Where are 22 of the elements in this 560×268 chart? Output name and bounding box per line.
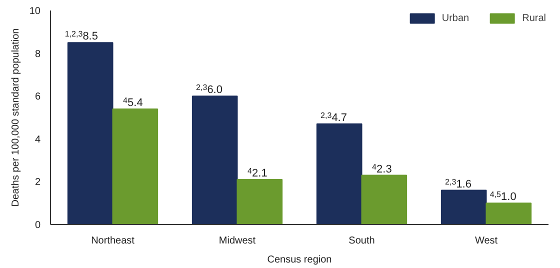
x-axis-title: Census region (267, 254, 332, 266)
y-tick-label: 6 (34, 92, 41, 103)
y-tick-label: 8 (34, 48, 41, 60)
legend-label: Urban (442, 12, 470, 24)
y-tick-label: 2 (34, 177, 41, 188)
bar (486, 202, 532, 224)
x-tick-label: West (474, 236, 498, 246)
y-tick-label: 0 (34, 220, 41, 231)
legend-label: Rural (522, 12, 546, 24)
x-tick-label: Northeast (91, 236, 135, 246)
y-axis-title: Deaths per 100,000 standard population (10, 28, 22, 207)
bar (361, 174, 408, 224)
bar (440, 190, 487, 224)
x-tick-label: Midwest (218, 236, 256, 246)
bar (316, 123, 362, 224)
y-tick-label: 4 (34, 134, 41, 146)
bar (192, 96, 238, 224)
bar (67, 42, 114, 224)
bar (236, 179, 283, 224)
x-tick-label: South (348, 236, 375, 246)
bar (112, 108, 158, 224)
y-tick-label: 10 (29, 6, 41, 17)
